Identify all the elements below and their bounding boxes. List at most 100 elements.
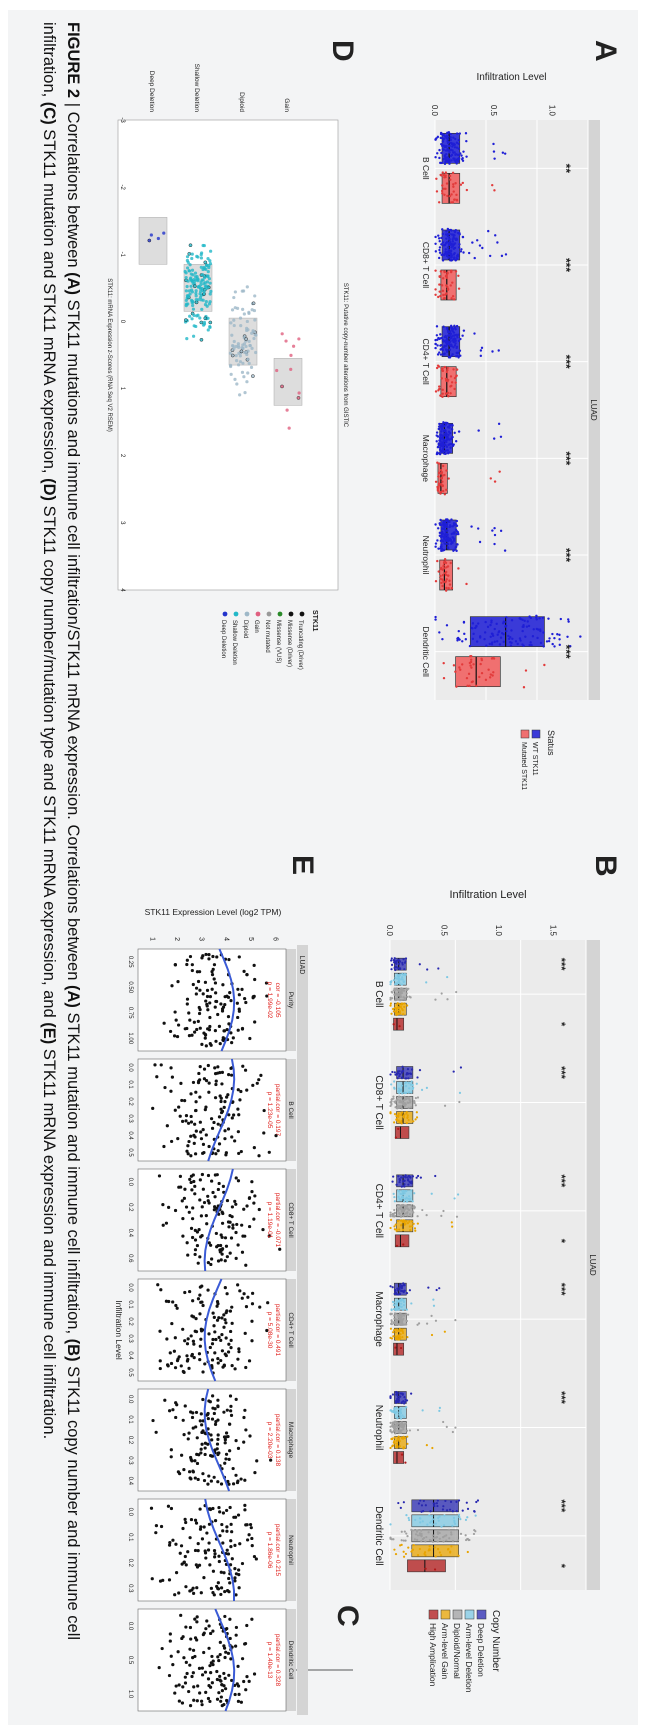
data-point xyxy=(207,1332,211,1336)
data-point xyxy=(193,1238,198,1242)
data-point xyxy=(238,316,243,320)
data-point xyxy=(448,1508,452,1511)
data-point xyxy=(183,1404,187,1408)
data-point xyxy=(169,1361,174,1366)
data-point xyxy=(444,348,448,351)
data-point xyxy=(458,1091,462,1095)
data-point xyxy=(446,139,449,143)
data-point xyxy=(220,1070,225,1074)
data-point xyxy=(174,1401,178,1405)
data-point xyxy=(450,159,453,162)
legend-label: Shallow Deletion xyxy=(231,620,237,665)
legend-label: Truncating (Driver) xyxy=(297,620,303,670)
data-point xyxy=(393,1200,396,1203)
facet-strip xyxy=(586,940,600,1590)
data-point xyxy=(218,1678,222,1682)
data-point xyxy=(431,1523,434,1526)
data-point xyxy=(250,308,254,312)
data-point xyxy=(236,987,240,991)
data-point xyxy=(444,171,448,174)
data-point xyxy=(439,131,443,135)
data-point xyxy=(200,1205,204,1209)
data-point xyxy=(187,1431,191,1435)
data-point xyxy=(441,184,444,187)
data-point xyxy=(398,1212,401,1215)
data-point xyxy=(198,1026,202,1030)
data-point xyxy=(389,1312,392,1315)
data-point xyxy=(403,1095,406,1098)
data-point xyxy=(233,1543,237,1547)
data-point xyxy=(402,1416,405,1419)
data-point xyxy=(458,666,461,669)
data-point xyxy=(444,248,447,251)
data-point xyxy=(394,968,397,972)
data-point xyxy=(149,233,153,237)
data-point xyxy=(190,968,194,973)
data-point xyxy=(437,1531,441,1534)
plot-background xyxy=(390,940,586,1590)
data-point xyxy=(443,520,447,523)
data-point xyxy=(209,1117,214,1121)
data-point xyxy=(262,1131,266,1135)
data-point xyxy=(241,343,245,347)
data-point xyxy=(187,1689,191,1694)
data-point xyxy=(406,1068,410,1071)
data-point xyxy=(201,1142,206,1146)
data-point xyxy=(253,977,257,982)
data-point xyxy=(216,1480,220,1484)
boxplot-box xyxy=(411,1514,459,1528)
data-point xyxy=(211,1190,215,1195)
data-point xyxy=(403,997,407,1001)
data-point xyxy=(437,482,440,485)
data-point xyxy=(160,1646,164,1651)
data-point xyxy=(242,312,246,316)
data-point xyxy=(455,368,459,371)
data-point xyxy=(202,1077,207,1081)
data-point xyxy=(438,1551,441,1554)
data-point xyxy=(230,308,235,312)
legend-label: Mutated STK11 xyxy=(520,742,527,790)
data-point xyxy=(202,1478,207,1483)
data-point xyxy=(443,434,446,437)
data-point xyxy=(398,1180,401,1184)
data-point xyxy=(394,1432,397,1435)
data-point xyxy=(440,1525,443,1528)
data-point xyxy=(454,270,458,273)
x-tick-label: 0.3 xyxy=(127,1114,133,1123)
data-point xyxy=(407,1091,410,1094)
data-point xyxy=(448,237,451,241)
data-point xyxy=(395,1439,399,1442)
data-point xyxy=(531,635,535,638)
data-point xyxy=(397,1012,400,1016)
data-point xyxy=(190,1352,194,1357)
data-point xyxy=(169,1066,173,1070)
data-point xyxy=(440,161,444,165)
data-point xyxy=(448,232,451,236)
y-tick-label: 3 xyxy=(119,521,125,525)
data-point xyxy=(430,1192,433,1195)
data-point xyxy=(417,1502,420,1505)
data-point xyxy=(193,1548,198,1553)
data-point xyxy=(198,1198,202,1202)
data-point xyxy=(198,1507,202,1511)
data-point xyxy=(439,337,442,340)
data-point xyxy=(438,1537,441,1540)
data-point xyxy=(424,1567,427,1570)
data-point xyxy=(403,1530,406,1533)
data-point xyxy=(229,1031,233,1035)
data-point xyxy=(458,1100,461,1104)
data-point xyxy=(434,390,438,393)
data-point xyxy=(183,1027,187,1031)
data-point xyxy=(462,150,465,153)
data-point xyxy=(151,1418,155,1423)
data-point xyxy=(401,1208,404,1212)
data-point xyxy=(404,1091,407,1095)
data-point xyxy=(446,339,449,343)
data-point xyxy=(395,1114,399,1117)
data-point xyxy=(189,1114,193,1119)
data-point xyxy=(236,344,240,348)
data-point xyxy=(197,1352,202,1356)
data-point xyxy=(247,1359,252,1363)
data-point xyxy=(200,1703,204,1707)
data-point xyxy=(233,1692,237,1697)
